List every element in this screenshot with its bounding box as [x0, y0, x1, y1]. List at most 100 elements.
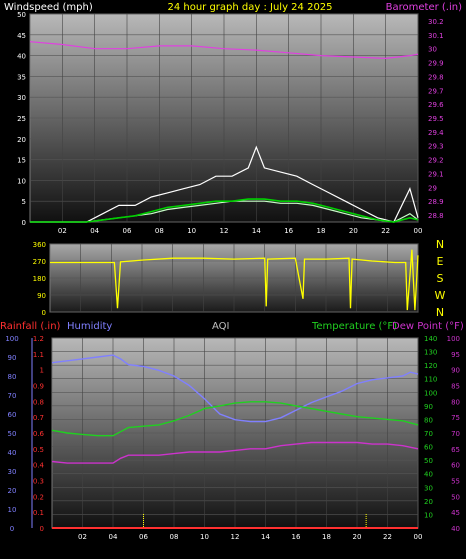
humidity-tick-label: 60 — [8, 411, 17, 419]
wind-series — [29, 41, 419, 223]
dewpoint-tick-label: 55 — [451, 478, 460, 486]
rainfall-tick-label: 1.2 — [33, 335, 44, 343]
direction-grid — [50, 243, 419, 313]
temperature-tick-label: 100 — [424, 389, 437, 397]
rainfall-tick-label: 1.1 — [33, 351, 44, 359]
rainfall-tick-label: 0.5 — [33, 446, 44, 454]
dewpoint-tick-label: 45 — [451, 509, 460, 517]
barometer-right-ticks: 28.8 28.9 29 29.1 29.2 29.3 29.4 29.5 29.6 29.7 29… — [428, 18, 444, 220]
temperature-tick-label: 120 — [424, 362, 437, 370]
dewpoint-tick-label: 100 — [447, 335, 460, 343]
humidity-tick-label: 40 — [8, 449, 17, 457]
barometer-tick-label: 29.6 — [428, 101, 444, 109]
humidity-tick-label: 100 — [5, 335, 18, 343]
barometer-tick-label: 29.9 — [428, 60, 444, 68]
temp-series — [51, 354, 419, 529]
temperature-tick-label: 50 — [424, 457, 433, 465]
wind-x-ticks: 02 04 06 08 10 12 14 16 18 20 22 00 — [58, 227, 423, 235]
rainfall-tick-label: 0.7 — [33, 414, 44, 422]
compass-label: N — [436, 306, 444, 319]
barometer-tick-label: 29 — [428, 184, 437, 192]
compass-label: S — [437, 272, 444, 285]
barometer-tick-label: 29.3 — [428, 143, 444, 151]
temperature-ticks: 10 20 30 40 50 60 70 80 90 100 110 120 130 140 — [424, 335, 437, 519]
temperature-tick-label: 140 — [424, 335, 437, 343]
dewpoint-tick-label: 65 — [451, 446, 460, 454]
temp-x-ticks: 02 04 06 08 10 12 14 16 18 20 22 00 — [78, 533, 422, 541]
temp-x-tick-label: 20 — [353, 533, 362, 541]
temperature-tick-label: 110 — [424, 376, 437, 384]
barometer-tick-label: 29.2 — [428, 157, 444, 165]
temp-x-tick-label: 04 — [109, 533, 118, 541]
compass-label: W — [435, 289, 446, 302]
temperature-label: Temperature (°F) — [311, 321, 397, 332]
wind-tick-label: 15 — [17, 157, 26, 165]
wind-left-ticks: 0 5 10 15 20 25 30 35 40 45 50 — [17, 11, 26, 227]
wind-tick-label: 20 — [17, 136, 26, 144]
wind-x-tick-label: 14 — [252, 227, 261, 235]
dewpoint-tick-label: 60 — [451, 462, 460, 470]
temperature-tick-label: 10 — [424, 511, 433, 519]
temp-x-tick-label: 06 — [139, 533, 148, 541]
humidity-ticks: 0 10 20 30 40 50 60 70 80 90 100 — [5, 335, 33, 533]
dewpoint-line — [51, 441, 419, 464]
wind-x-tick-label: 10 — [187, 227, 196, 235]
direction-tick-label: 180 — [33, 275, 46, 283]
wind-x-tick-label: 20 — [349, 227, 358, 235]
wind-x-tick-label: 16 — [284, 227, 293, 235]
rainfall-tick-label: 0.8 — [33, 398, 44, 406]
temperature-tick-label: 20 — [424, 498, 433, 506]
rainfall-tick-label: 0.3 — [33, 478, 44, 486]
humidity-tick-label: 10 — [8, 506, 17, 514]
humidity-tick-label: 70 — [8, 392, 17, 400]
humidity-tick-label: 50 — [8, 430, 17, 438]
barometer-tick-label: 29.1 — [428, 170, 444, 178]
dewpoint-tick-label: 75 — [451, 414, 460, 422]
direction-line — [50, 249, 419, 311]
dewpoint-tick-label: 70 — [451, 430, 460, 438]
wind-x-tick-label: 18 — [317, 227, 326, 235]
temp-x-tick-label: 14 — [261, 533, 270, 541]
dewpoint-tick-label: 40 — [451, 525, 460, 533]
temperature-tick-label: 70 — [424, 430, 433, 438]
rainfall-tick-label: 0.6 — [33, 430, 45, 438]
temperature-tick-label: 40 — [424, 471, 433, 479]
compass-label: E — [437, 255, 444, 268]
wind-x-tick-label: 04 — [90, 227, 99, 235]
temperature-tick-label: 90 — [424, 403, 433, 411]
temp-x-tick-label: 22 — [383, 533, 392, 541]
temperature-tick-label: 60 — [424, 444, 433, 452]
rainfall-tick-label: 0 — [40, 525, 44, 533]
humidity-tick-label: 0 — [10, 525, 14, 533]
rainfall-tick-label: 1 — [40, 367, 44, 375]
wind-tick-label: 10 — [17, 177, 26, 185]
rainfall-label: Rainfall (.in) — [0, 321, 61, 332]
barometer-tick-label: 29.7 — [428, 87, 444, 95]
wind-x-tick-label: 02 — [58, 227, 67, 235]
temp-x-tick-label: 08 — [170, 533, 179, 541]
dewpoint-label: Dew Point (°F) — [392, 321, 464, 332]
barometer-tick-label: 28.9 — [428, 198, 444, 206]
humidity-line — [51, 354, 419, 423]
wind-grid — [30, 13, 419, 223]
temperature-line — [51, 401, 419, 437]
direction-left-ticks: 0 90 180 270 360 — [33, 241, 46, 317]
temp-x-tick-label: 16 — [292, 533, 301, 541]
wind-x-tick-label: 00 — [414, 227, 423, 235]
wind-tick-label: 25 — [17, 115, 26, 123]
direction-tick-label: 270 — [33, 258, 46, 266]
rainfall-ticks: 0 0.1 0.2 0.3 0.4 0.5 0.6 0.7 0.8 0.9 1 1.1 1.2 — [33, 335, 45, 533]
rainfall-tick-label: 0.2 — [33, 493, 44, 501]
humidity-label: Humidity — [67, 321, 112, 332]
direction-tick-label: 360 — [33, 241, 46, 249]
wind-tick-label: 0 — [22, 219, 26, 227]
temperature-tick-label: 80 — [424, 416, 433, 424]
direction-tick-label: 0 — [42, 309, 46, 317]
wind-x-tick-label: 06 — [123, 227, 132, 235]
humidity-tick-label: 20 — [8, 487, 17, 495]
graph-title: 24 hour graph day : July 24 2025 — [167, 2, 332, 13]
barometer-tick-label: 30.2 — [428, 18, 444, 26]
barometer-line — [29, 41, 419, 60]
